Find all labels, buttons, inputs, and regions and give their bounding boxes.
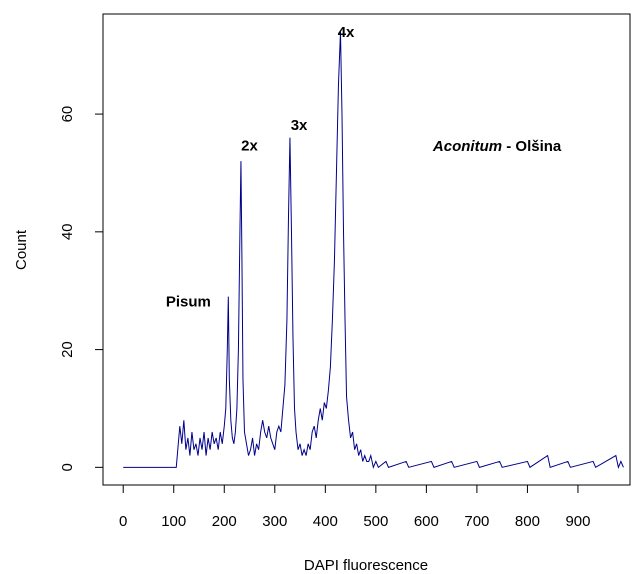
x-tick-label: 900 bbox=[565, 513, 590, 530]
x-tick-label: 800 bbox=[515, 513, 540, 530]
x-tick-label: 200 bbox=[212, 513, 237, 530]
y-tick-label: 40 bbox=[59, 223, 76, 240]
annotation-part: Aconitum bbox=[432, 138, 502, 155]
x-tick-label: 400 bbox=[313, 513, 338, 530]
y-tick-label: 60 bbox=[59, 106, 76, 123]
x-tick-label: 500 bbox=[363, 513, 388, 530]
annotation-part: 3x bbox=[291, 117, 308, 134]
y-tick-label: 0 bbox=[59, 463, 76, 471]
plot-box bbox=[102, 13, 631, 486]
annotation-part: 4x bbox=[338, 24, 355, 41]
annotation-part: Pisum bbox=[166, 293, 211, 310]
y-tick-label: 20 bbox=[59, 341, 76, 358]
annotation: 2x bbox=[241, 137, 258, 154]
annotation-part: 2x bbox=[241, 137, 258, 154]
annotation: 4x bbox=[338, 24, 355, 41]
annotation-part: - Olšina bbox=[502, 138, 562, 155]
x-tick-label: 0 bbox=[119, 513, 127, 530]
x-tick-label: 600 bbox=[414, 513, 439, 530]
y-axis-label: Count bbox=[13, 229, 30, 270]
annotation: Pisum bbox=[166, 293, 211, 310]
annotation: Aconitum - Olšina bbox=[432, 138, 562, 155]
x-tick-label: 700 bbox=[464, 513, 489, 530]
annotation: 3x bbox=[291, 117, 308, 134]
x-axis-label: DAPI fluorescence bbox=[304, 557, 428, 574]
x-tick-label: 100 bbox=[161, 513, 186, 530]
data-line bbox=[123, 31, 624, 469]
x-tick-label: 300 bbox=[262, 513, 287, 530]
